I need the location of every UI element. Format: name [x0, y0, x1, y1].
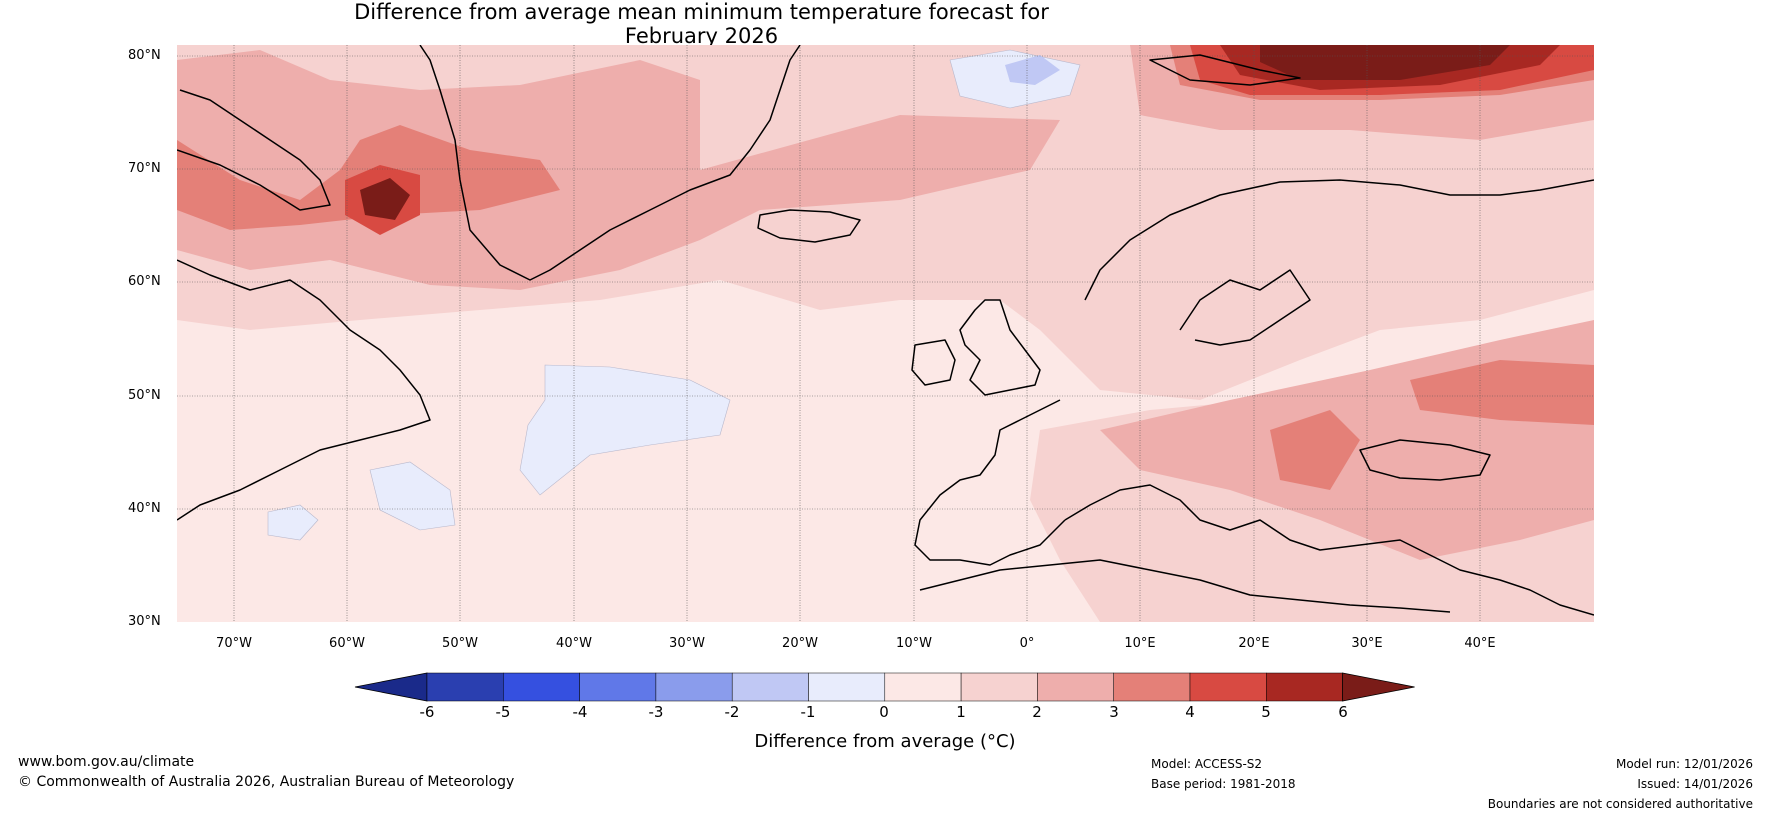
coastline-arctic-islands	[1149, 54, 1301, 86]
colorbar-tick-minus2: -2	[724, 703, 740, 721]
coastline-ireland	[911, 339, 956, 386]
coastline-britain	[959, 299, 1041, 396]
colorbar-tick-minus3: -3	[648, 703, 664, 721]
colorbar-tick-2: 2	[1032, 703, 1042, 721]
title-line-1: Difference from average mean minimum tem…	[354, 0, 1049, 24]
graticule	[177, 45, 1594, 622]
colorbar-swatch-6	[808, 672, 886, 702]
colorbar-tick-3: 3	[1109, 703, 1119, 721]
lat-label-50n: 50°N	[128, 388, 161, 403]
lon-label-30w: 30°W	[669, 636, 705, 651]
colorbar-tick-0: 0	[879, 703, 889, 721]
lat-label-40n: 40°N	[128, 501, 161, 516]
colorbar-extend-high	[1342, 672, 1415, 702]
footer-model-run: Model run: 12/01/2026	[1615, 757, 1753, 771]
lon-label-10e: 10°E	[1124, 636, 1156, 651]
colorbar-swatch-8	[960, 672, 1038, 702]
lon-label-50w: 50°W	[442, 636, 478, 651]
colorbar-tick-minus6: -6	[419, 703, 435, 721]
lon-label-30e: 30°E	[1351, 636, 1383, 651]
lon-label-70w: 70°W	[216, 636, 252, 651]
anomaly-region-plus3-russia	[1410, 360, 1594, 425]
coastline-mediterranean	[1064, 484, 1594, 616]
footer-disclaimer: Boundaries are not considered authoritat…	[1487, 797, 1753, 811]
colorbar-tick-5: 5	[1261, 703, 1271, 721]
colorbar-swatch-7	[884, 672, 962, 702]
colorbar-swatch-11	[1189, 672, 1267, 702]
colorbar-swatch-2	[503, 672, 580, 702]
anomaly-region-plus2-greenland	[177, 50, 1060, 290]
coastline-iceland	[757, 209, 861, 243]
colorbar-swatch-1	[426, 672, 504, 702]
lon-label-40w: 40°W	[556, 636, 592, 651]
anomaly-region-minus2-arctic	[1005, 55, 1060, 85]
map-area	[177, 45, 1594, 622]
coastline-black-sea	[1359, 439, 1491, 481]
coastline-western-europe	[914, 399, 1066, 566]
anomaly-region-minus1-south	[267, 504, 319, 541]
coastline-baffin	[177, 89, 331, 211]
lat-label-30n: 30°N	[128, 614, 161, 629]
lon-label-0: 0°	[1019, 636, 1035, 651]
colorbar-label: Difference from average (°C)	[754, 731, 1016, 752]
footer-website: www.bom.gov.au/climate	[18, 754, 195, 770]
coastline-norway-scandinavia	[1084, 179, 1594, 301]
lon-label-40e: 40°E	[1464, 636, 1496, 651]
colorbar-swatch-12	[1266, 672, 1343, 702]
anomaly-region-plus6-canada	[360, 178, 410, 220]
anomaly-region-plus3-europe	[1270, 410, 1360, 490]
coastline-baltic	[1179, 269, 1311, 346]
lon-label-60w: 60°W	[329, 636, 365, 651]
lat-label-80n: 80°N	[128, 48, 161, 63]
anomaly-region-minus1-newfoundland	[369, 461, 456, 531]
colorbar-tick-6: 6	[1338, 703, 1348, 721]
coastline-labrador	[177, 259, 431, 521]
anomaly-region-plus6-arctic	[1260, 45, 1510, 80]
footer-copyright: © Commonwealth of Australia 2026, Austra…	[18, 774, 515, 790]
colorbar-tick-minus5: -5	[495, 703, 511, 721]
colorbar-swatch-9	[1037, 672, 1114, 702]
footer-base-period: Base period: 1981-2018	[1151, 777, 1296, 791]
coastline-greenland	[419, 45, 801, 281]
map-title: Difference from average mean minimum tem…	[0, 0, 1403, 48]
colorbar-swatch-5	[731, 672, 809, 702]
colorbar-swatch-10	[1113, 672, 1191, 702]
colorbar-tick-1: 1	[956, 703, 966, 721]
colorbar	[354, 672, 1415, 702]
anomaly-region-minus1-atlantic	[519, 364, 731, 496]
colorbar-tick-4: 4	[1185, 703, 1195, 721]
colorbar-swatch-4	[655, 672, 733, 702]
footer-issued: Issued: 14/01/2026	[1637, 777, 1753, 791]
coastlines	[177, 45, 1594, 616]
footer-model: Model: ACCESS-S2	[1151, 757, 1263, 771]
coastline-north-africa	[919, 559, 1451, 613]
lon-label-10w: 10°W	[896, 636, 932, 651]
colorbar-swatch-3	[579, 672, 657, 702]
lon-label-20w: 20°W	[782, 636, 818, 651]
colorbar-extend-low	[354, 672, 428, 702]
lon-label-20e: 20°E	[1238, 636, 1270, 651]
lat-label-70n: 70°N	[128, 161, 161, 176]
colorbar-tick-minus1: -1	[800, 703, 816, 721]
title-line-2: February 2026	[624, 24, 779, 48]
lat-label-60n: 60°N	[128, 274, 161, 289]
colorbar-tick-minus4: -4	[572, 703, 588, 721]
